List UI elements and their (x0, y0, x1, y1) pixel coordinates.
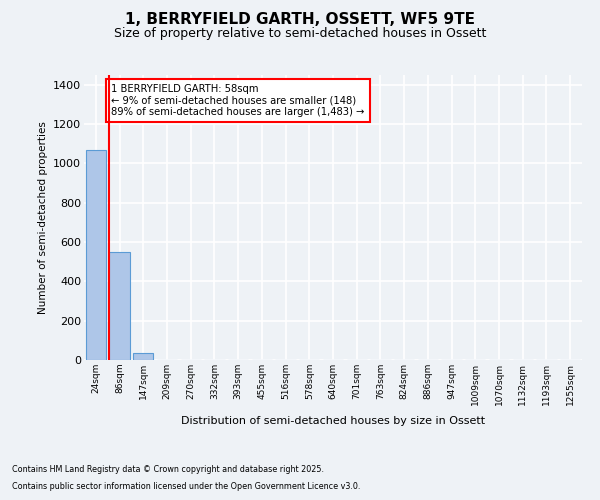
Bar (133, 353, 154, 360)
Text: 1, BERRYFIELD GARTH, OSSETT, WF5 9TE: 1, BERRYFIELD GARTH, OSSETT, WF5 9TE (125, 12, 475, 28)
Bar (86, 150, 106, 360)
Text: 1 BERRYFIELD GARTH: 58sqm
← 9% of semi-detached houses are smaller (148)
89% of : 1 BERRYFIELD GARTH: 58sqm ← 9% of semi-d… (111, 84, 365, 117)
Text: Contains HM Land Registry data © Crown copyright and database right 2025.: Contains HM Land Registry data © Crown c… (12, 466, 324, 474)
Y-axis label: Number of semi-detached properties: Number of semi-detached properties (38, 121, 47, 314)
Text: Size of property relative to semi-detached houses in Ossett: Size of property relative to semi-detach… (114, 28, 486, 40)
Text: Contains public sector information licensed under the Open Government Licence v3: Contains public sector information licen… (12, 482, 361, 491)
Bar (109, 252, 130, 360)
X-axis label: Distribution of semi-detached houses by size in Ossett: Distribution of semi-detached houses by … (181, 416, 485, 426)
